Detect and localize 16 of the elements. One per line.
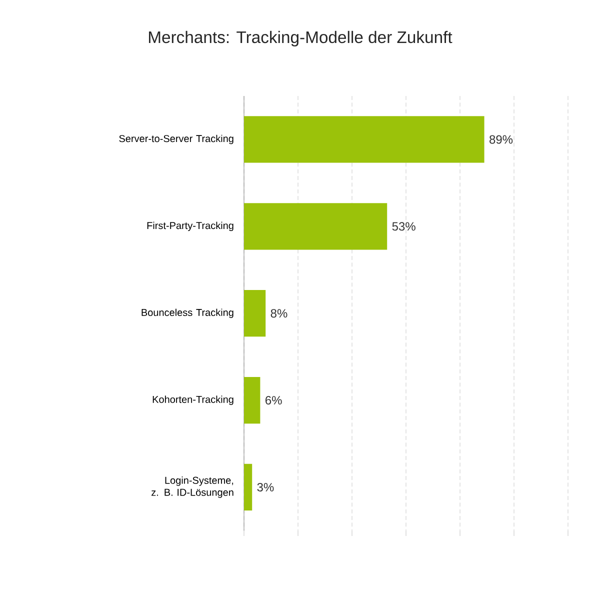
bar [244,290,266,337]
data-label: 8% [270,309,288,318]
y-tick-label: Server-to-Server Tracking [119,134,234,144]
bar [244,116,484,163]
bar [244,376,260,424]
bar [244,464,252,511]
y-tick-label: Kohorten-Tracking [152,396,234,405]
data-label: 53% [392,222,416,231]
y-tick-label: First-Party-Tracking [147,222,234,232]
y-tick-label: Login-Systeme, z. B. ID-Lösungen [152,476,234,498]
bar [244,203,388,250]
y-tick-label: Bounceless Tracking [142,308,234,318]
chart-title: Merchants: Tracking-Modelle der Zukunft [148,30,452,46]
data-label: 89% [490,135,513,144]
data-label: 3% [257,482,274,492]
data-label: 6% [266,396,282,405]
